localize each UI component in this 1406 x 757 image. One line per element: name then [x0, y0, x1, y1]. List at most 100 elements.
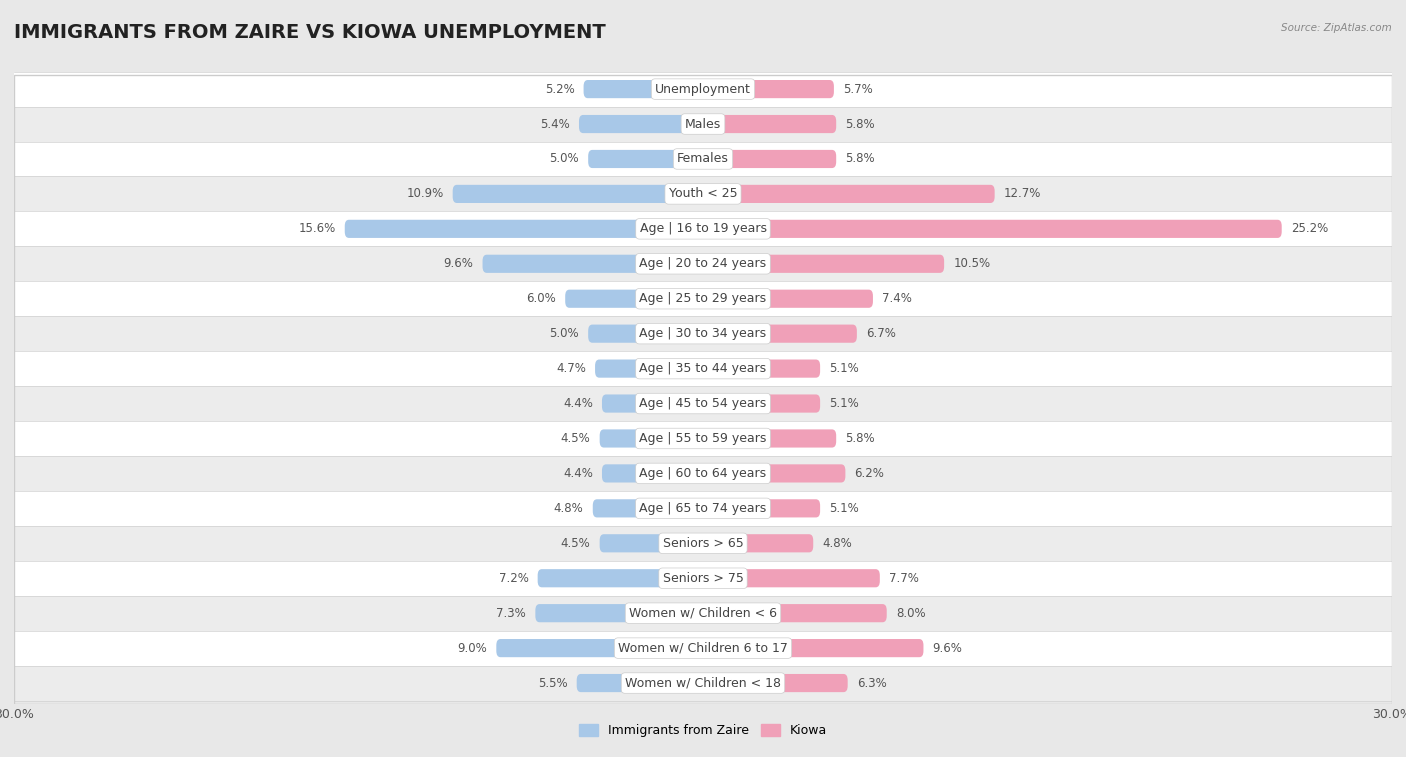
Text: 4.7%: 4.7%: [555, 362, 586, 375]
Text: Age | 35 to 44 years: Age | 35 to 44 years: [640, 362, 766, 375]
FancyBboxPatch shape: [703, 185, 994, 203]
Text: 10.9%: 10.9%: [406, 188, 443, 201]
Text: 4.4%: 4.4%: [562, 397, 593, 410]
FancyBboxPatch shape: [703, 500, 820, 518]
Legend: Immigrants from Zaire, Kiowa: Immigrants from Zaire, Kiowa: [574, 719, 832, 743]
Text: 5.8%: 5.8%: [845, 432, 875, 445]
Text: 9.6%: 9.6%: [443, 257, 474, 270]
Bar: [14, 211, 1392, 246]
Bar: [14, 526, 1392, 561]
Bar: [14, 316, 1392, 351]
Text: 4.8%: 4.8%: [823, 537, 852, 550]
Text: 4.5%: 4.5%: [561, 537, 591, 550]
Bar: [14, 72, 1392, 107]
FancyBboxPatch shape: [588, 150, 703, 168]
Text: 6.2%: 6.2%: [855, 467, 884, 480]
Text: 5.1%: 5.1%: [830, 502, 859, 515]
FancyBboxPatch shape: [703, 639, 924, 657]
Text: Women w/ Children < 6: Women w/ Children < 6: [628, 606, 778, 620]
FancyBboxPatch shape: [703, 254, 945, 273]
Text: Unemployment: Unemployment: [655, 83, 751, 95]
Bar: [14, 176, 1392, 211]
FancyBboxPatch shape: [579, 115, 703, 133]
Text: 15.6%: 15.6%: [298, 223, 336, 235]
FancyBboxPatch shape: [602, 464, 703, 482]
FancyBboxPatch shape: [536, 604, 703, 622]
Text: Age | 60 to 64 years: Age | 60 to 64 years: [640, 467, 766, 480]
Text: Source: ZipAtlas.com: Source: ZipAtlas.com: [1281, 23, 1392, 33]
Text: 6.0%: 6.0%: [526, 292, 555, 305]
Text: Age | 30 to 34 years: Age | 30 to 34 years: [640, 327, 766, 340]
FancyBboxPatch shape: [453, 185, 703, 203]
FancyBboxPatch shape: [602, 394, 703, 413]
Bar: [14, 246, 1392, 282]
FancyBboxPatch shape: [703, 464, 845, 482]
Bar: [14, 665, 1392, 700]
Text: Age | 25 to 29 years: Age | 25 to 29 years: [640, 292, 766, 305]
Text: 6.3%: 6.3%: [856, 677, 887, 690]
FancyBboxPatch shape: [703, 569, 880, 587]
Text: IMMIGRANTS FROM ZAIRE VS KIOWA UNEMPLOYMENT: IMMIGRANTS FROM ZAIRE VS KIOWA UNEMPLOYM…: [14, 23, 606, 42]
FancyBboxPatch shape: [496, 639, 703, 657]
Bar: [14, 491, 1392, 526]
Bar: [14, 386, 1392, 421]
FancyBboxPatch shape: [703, 80, 834, 98]
Text: 5.5%: 5.5%: [538, 677, 568, 690]
Text: 7.3%: 7.3%: [496, 606, 526, 620]
Bar: [14, 561, 1392, 596]
FancyBboxPatch shape: [595, 360, 703, 378]
Text: Women w/ Children 6 to 17: Women w/ Children 6 to 17: [619, 642, 787, 655]
Text: 7.2%: 7.2%: [499, 572, 529, 584]
FancyBboxPatch shape: [583, 80, 703, 98]
FancyBboxPatch shape: [703, 534, 813, 553]
Bar: [14, 421, 1392, 456]
FancyBboxPatch shape: [588, 325, 703, 343]
FancyBboxPatch shape: [703, 360, 820, 378]
Text: Seniors > 65: Seniors > 65: [662, 537, 744, 550]
FancyBboxPatch shape: [703, 220, 1282, 238]
Text: 5.4%: 5.4%: [540, 117, 569, 130]
Bar: [14, 142, 1392, 176]
Text: 9.6%: 9.6%: [932, 642, 963, 655]
FancyBboxPatch shape: [703, 115, 837, 133]
FancyBboxPatch shape: [703, 325, 856, 343]
Text: Youth < 25: Youth < 25: [669, 188, 737, 201]
FancyBboxPatch shape: [703, 604, 887, 622]
Text: Age | 16 to 19 years: Age | 16 to 19 years: [640, 223, 766, 235]
FancyBboxPatch shape: [703, 674, 848, 692]
Text: Females: Females: [678, 152, 728, 166]
Text: 8.0%: 8.0%: [896, 606, 925, 620]
Text: Women w/ Children < 18: Women w/ Children < 18: [626, 677, 780, 690]
Text: 5.0%: 5.0%: [550, 327, 579, 340]
Text: 10.5%: 10.5%: [953, 257, 990, 270]
Text: 7.4%: 7.4%: [882, 292, 912, 305]
FancyBboxPatch shape: [599, 534, 703, 553]
FancyBboxPatch shape: [703, 429, 837, 447]
Bar: [14, 282, 1392, 316]
Bar: [14, 351, 1392, 386]
Text: 5.8%: 5.8%: [845, 152, 875, 166]
Bar: [14, 631, 1392, 665]
Text: 4.5%: 4.5%: [561, 432, 591, 445]
Bar: [14, 107, 1392, 142]
Text: 5.0%: 5.0%: [550, 152, 579, 166]
Text: 5.7%: 5.7%: [844, 83, 873, 95]
FancyBboxPatch shape: [703, 394, 820, 413]
FancyBboxPatch shape: [537, 569, 703, 587]
Text: 6.7%: 6.7%: [866, 327, 896, 340]
Text: 25.2%: 25.2%: [1291, 223, 1329, 235]
Bar: [14, 456, 1392, 491]
Text: 4.8%: 4.8%: [554, 502, 583, 515]
Text: 5.1%: 5.1%: [830, 362, 859, 375]
Text: 5.2%: 5.2%: [544, 83, 575, 95]
Bar: [14, 596, 1392, 631]
Text: Age | 65 to 74 years: Age | 65 to 74 years: [640, 502, 766, 515]
FancyBboxPatch shape: [482, 254, 703, 273]
Text: Seniors > 75: Seniors > 75: [662, 572, 744, 584]
FancyBboxPatch shape: [593, 500, 703, 518]
FancyBboxPatch shape: [703, 150, 837, 168]
Text: 12.7%: 12.7%: [1004, 188, 1042, 201]
FancyBboxPatch shape: [576, 674, 703, 692]
Text: 9.0%: 9.0%: [457, 642, 486, 655]
Text: Age | 20 to 24 years: Age | 20 to 24 years: [640, 257, 766, 270]
